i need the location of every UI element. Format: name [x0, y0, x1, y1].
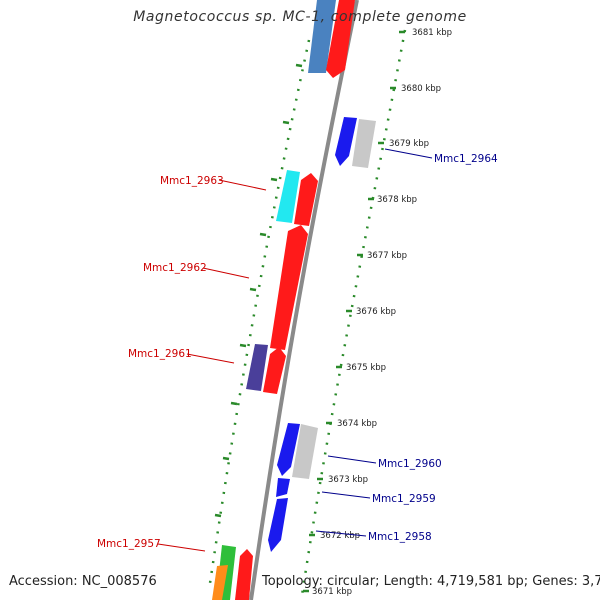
scale-label: 3675 kbp [346, 363, 386, 373]
gene-label[interactable]: Mmc1_2961 [128, 348, 192, 360]
genome-backbone [249, 0, 359, 600]
gene-arrow[interactable] [326, 0, 355, 78]
gene-arrow[interactable] [292, 424, 318, 479]
gene-label[interactable]: Mmc1_2963 [160, 175, 224, 187]
gene-arrow[interactable] [352, 119, 376, 168]
forward-gene-labels: Mmc1_2963 Mmc1_2962 Mmc1_2961 Mmc1_2957 [97, 175, 224, 550]
gene-label[interactable]: Mmc1_2960 [378, 458, 442, 470]
genome-summary-text: Topology: circular; Length: 4,719,581 bp… [262, 574, 600, 589]
gene-label[interactable]: Mmc1_2959 [372, 493, 436, 505]
scale-label: 3674 kbp [337, 419, 377, 429]
forward-genes [212, 0, 355, 600]
scale-label: 3672 kbp [320, 531, 360, 541]
reverse-gene-labels: Mmc1_2964 Mmc1_2960 Mmc1_2959 Mmc1_2958 [368, 153, 498, 543]
scale-label: 3677 kbp [367, 251, 407, 261]
right-track-ticks [303, 30, 405, 593]
gene-arrow[interactable] [276, 478, 290, 497]
gene-arrow[interactable] [263, 347, 286, 394]
scale-label: 3681 kbp [412, 28, 452, 38]
map-title: Magnetococcus sp. MC-1, complete genome [133, 9, 467, 25]
gene-arrow[interactable] [276, 170, 300, 223]
gene-arrow[interactable] [270, 225, 308, 350]
scale-label: 3680 kbp [401, 84, 441, 94]
accession-text: Accession: NC_008576 [9, 574, 157, 589]
left-track-ticks [214, 63, 303, 518]
gene-arrow[interactable] [212, 565, 228, 600]
gene-arrow[interactable] [235, 549, 253, 600]
gene-arrow[interactable] [246, 344, 268, 391]
reverse-label-leaders [315, 148, 433, 537]
gene-arrow[interactable] [308, 0, 336, 73]
forward-label-leaders [157, 179, 267, 552]
gene-arrow[interactable] [268, 498, 288, 552]
gene-label[interactable]: Mmc1_2962 [143, 262, 207, 274]
gene-label[interactable]: Mmc1_2957 [97, 538, 161, 550]
scale-label: 3671 kbp [312, 587, 352, 597]
scale-label: 3676 kbp [356, 307, 396, 317]
gene-arrow[interactable] [277, 423, 300, 476]
scale-labels: 3681 kbp 3680 kbp 3679 kbp 3678 kbp 3677… [312, 28, 452, 597]
gene-arrow[interactable] [335, 117, 357, 166]
scale-label: 3673 kbp [328, 475, 368, 485]
gene-arrow[interactable] [294, 173, 318, 226]
gene-label[interactable]: Mmc1_2958 [368, 531, 432, 543]
dotted-track-left [207, 39, 311, 591]
reverse-genes [268, 0, 376, 552]
scale-label: 3678 kbp [377, 195, 417, 205]
gene-label[interactable]: Mmc1_2964 [434, 153, 498, 165]
scale-label: 3679 kbp [389, 139, 429, 149]
